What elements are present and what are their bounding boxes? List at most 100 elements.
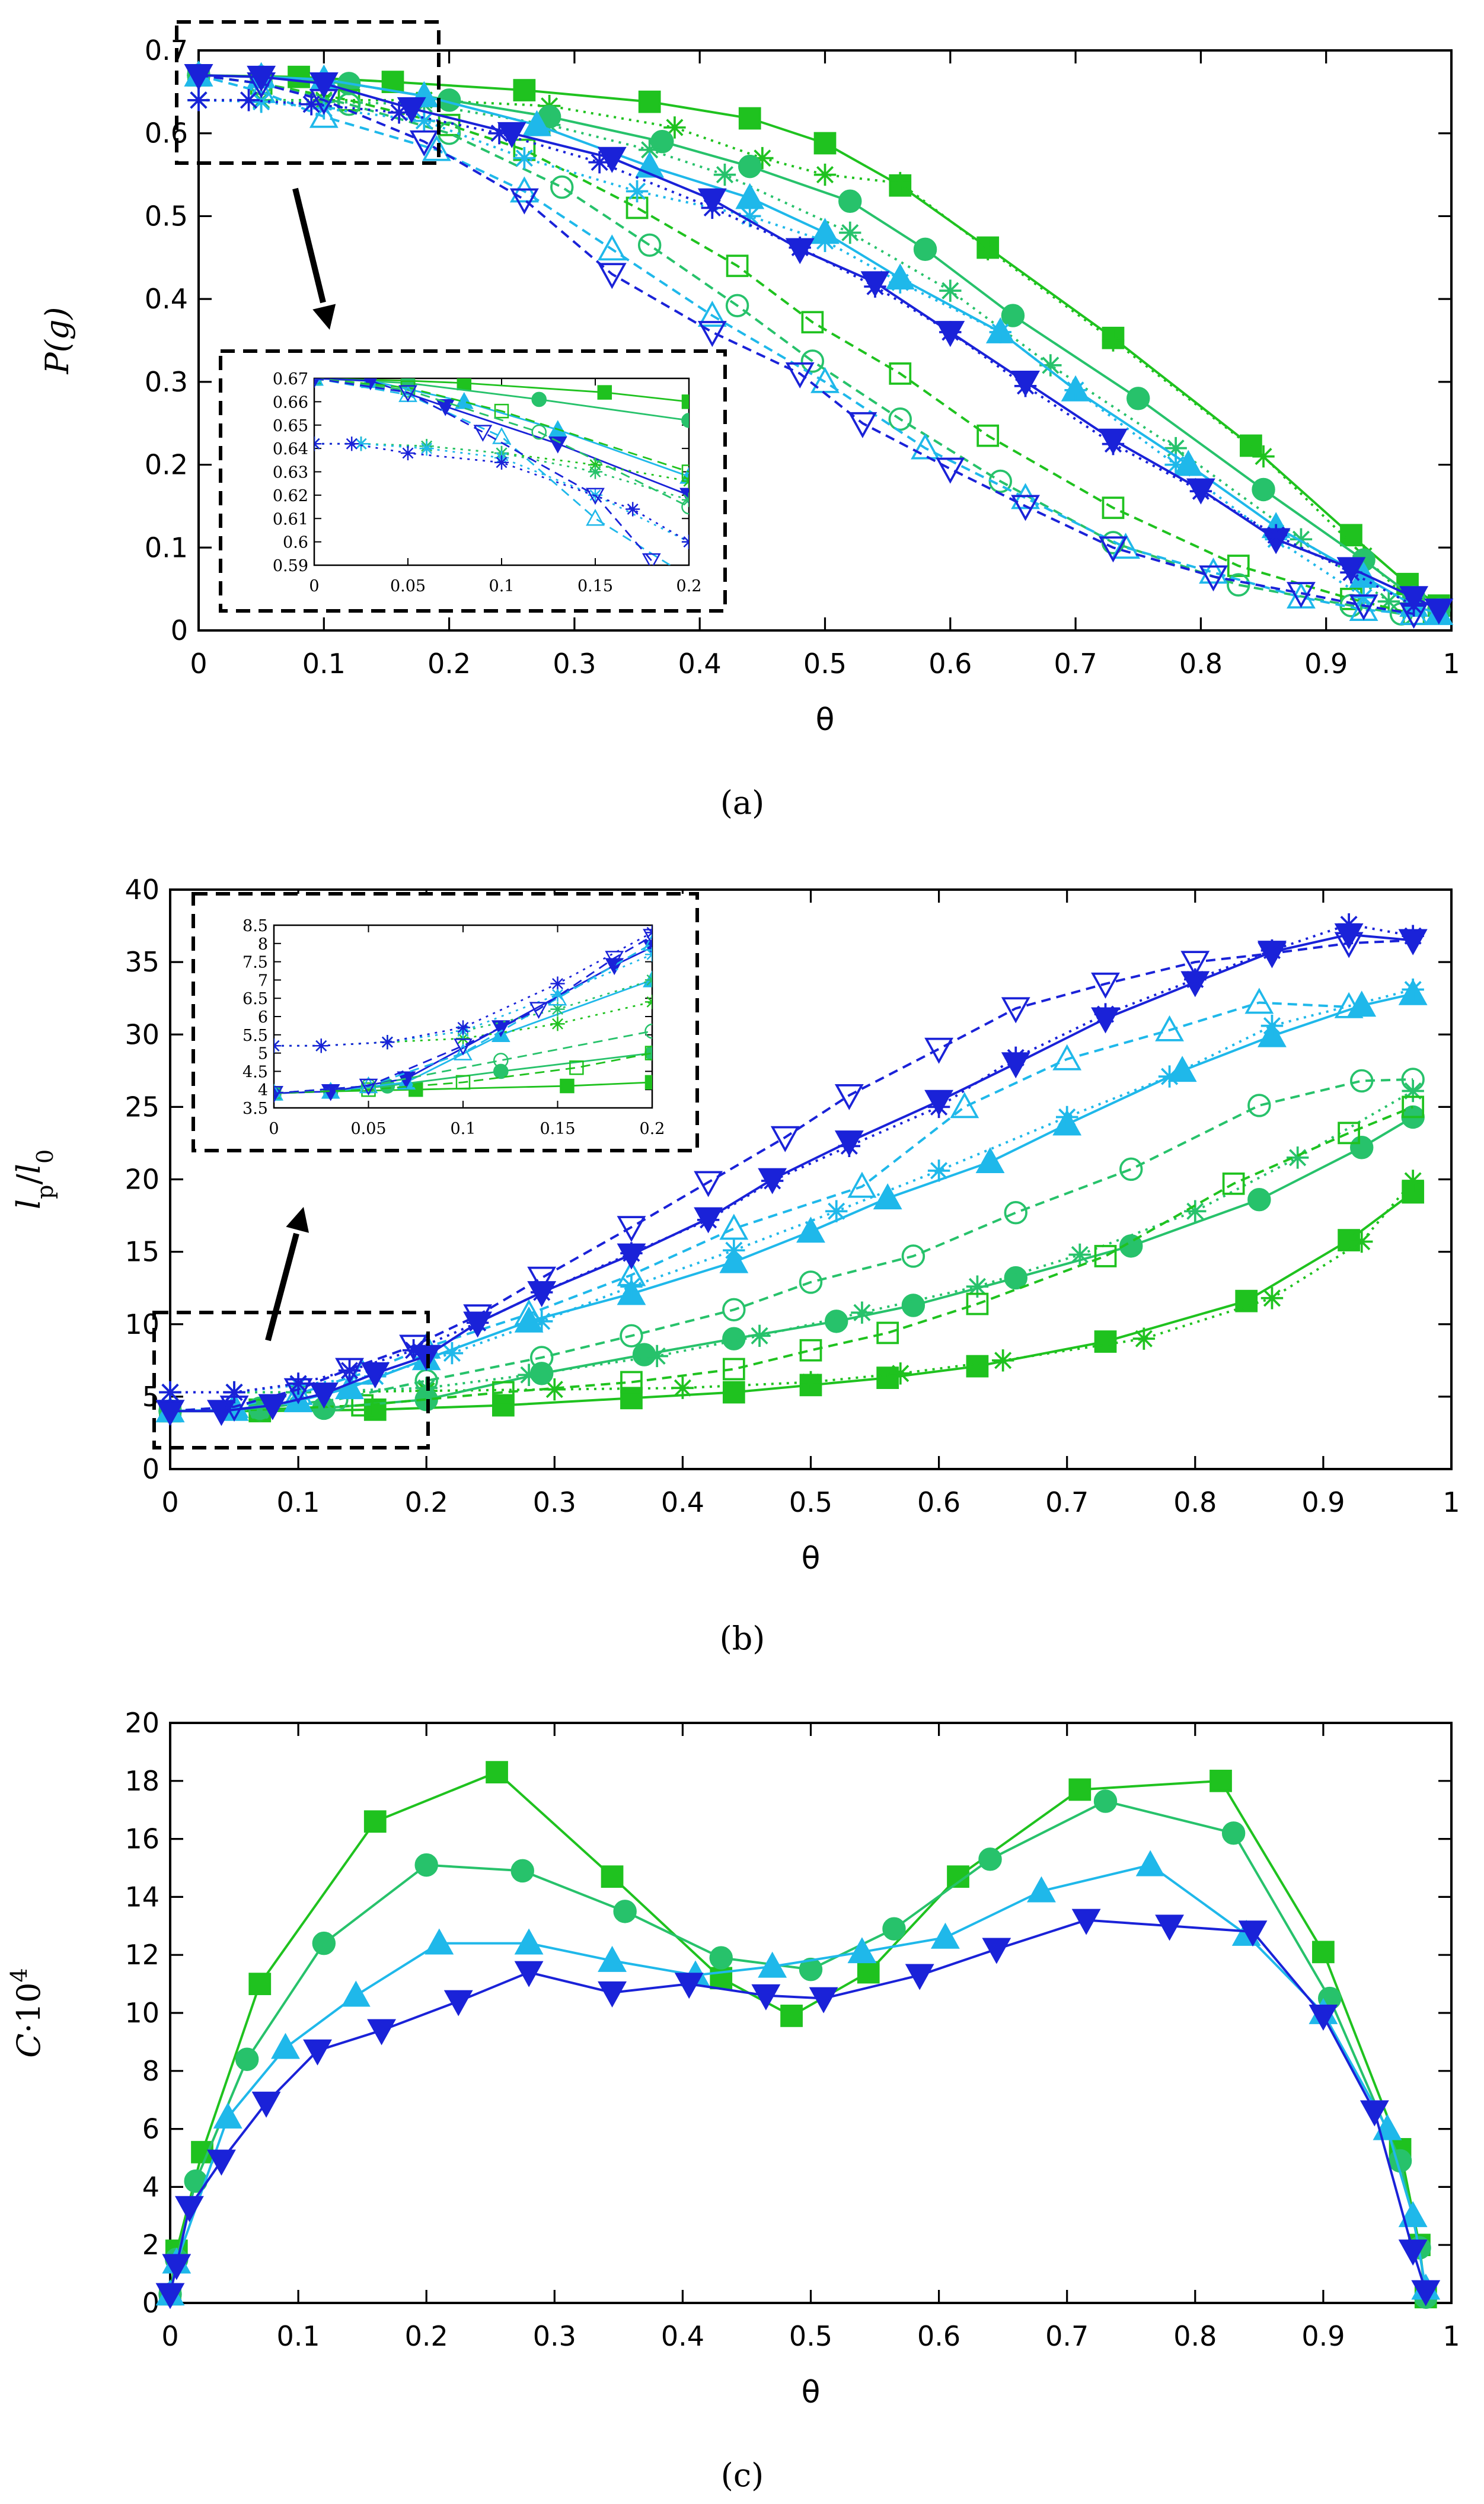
panel-a-series-3-point xyxy=(913,237,937,262)
panel-c-series-1-point xyxy=(1068,1778,1092,1801)
panel-b-series-9-point xyxy=(1155,1015,1185,1041)
panel-b-series-5-point xyxy=(492,1381,515,1404)
panel-b-series-3-point xyxy=(1247,1187,1271,1212)
panel-a-inset-series-2-point xyxy=(531,391,547,407)
panel-a-ylabel: P(g) xyxy=(39,307,76,374)
panel-a-inset-series-12-point xyxy=(642,553,661,565)
panel-c-series-4-point xyxy=(1398,2239,1428,2266)
panel-a-series-6-point xyxy=(888,407,912,431)
panel-b-series-12-point xyxy=(399,1334,429,1361)
panel-c-xlabel: θ xyxy=(802,2375,821,2410)
panel-a-series-11-point xyxy=(1265,524,1287,547)
panel-b-inset-xtick-label: 0.1 xyxy=(451,1120,476,1138)
panel-c-series-4-point xyxy=(1238,1920,1268,1947)
panel-b-series-7-point xyxy=(796,1216,825,1243)
panel-c-xtick-label: 0.2 xyxy=(405,2320,448,2352)
panel-b-series-1-point xyxy=(966,1355,989,1378)
panel-c-series-2-point xyxy=(978,1847,1002,1871)
panel-c-series-1-point xyxy=(248,1973,272,1995)
panel-a-series-2-point xyxy=(813,163,837,186)
panel-b-series-9-point xyxy=(847,1171,877,1198)
panel-b-inset-ytick-label: 5.5 xyxy=(242,1027,268,1045)
panel-b-inset-series-11-point xyxy=(359,1076,378,1094)
panel-a-series-11-point xyxy=(1340,561,1362,584)
panel-a-series-12-point xyxy=(936,457,965,484)
panel-a-xtick-label: 0.8 xyxy=(1179,648,1223,680)
panel-a-inset-series-10-point xyxy=(531,424,547,440)
panel-b-series-11-point xyxy=(620,1242,643,1264)
panel-c-xtick-label: 0.4 xyxy=(661,2320,704,2352)
panel-a-series-1-point xyxy=(813,132,837,155)
panel-a-inset-series-12-point xyxy=(398,385,417,402)
panel-a-xtick-label: 0.2 xyxy=(427,648,471,680)
panel-c-series-1-point xyxy=(1312,1941,1335,1964)
panel-a-inset-series-1-point xyxy=(597,385,612,400)
panel-b-series-4-point xyxy=(966,1275,989,1298)
panel-a-inset-series-4 xyxy=(314,378,689,505)
panel-c-series-3-point xyxy=(847,1937,877,1964)
panel-b-series-6-point xyxy=(1119,1157,1143,1181)
panel-a-series-10-point xyxy=(1424,598,1454,625)
panel-a-series-11-point xyxy=(187,89,210,111)
panel-a-series-11-point xyxy=(789,236,811,259)
panel-a-inset-series-9-line xyxy=(314,378,689,473)
panel-c-ytick-label: 18 xyxy=(125,1765,159,1797)
panel-b-series-1-point xyxy=(876,1366,899,1389)
panel-b-series-12-point xyxy=(1258,942,1287,969)
panel-c-series-2-point xyxy=(1221,1821,1246,1845)
panel-a-series-5-point xyxy=(801,311,824,334)
panel-a-inset-ytick-label: 0.6 xyxy=(283,534,308,552)
panel-a-series-6-point xyxy=(337,93,361,116)
panel-a-series-9-point xyxy=(309,101,339,128)
panel-b-series-12-point xyxy=(335,1358,364,1384)
panel-a-ytick-label: 0.4 xyxy=(145,283,188,315)
panel-b-series-7-point xyxy=(514,1306,544,1333)
panel-b-series-11-point xyxy=(159,1381,181,1404)
panel-a-series-11-point xyxy=(1189,480,1212,502)
panel-a-inset-xtick-label: 0.1 xyxy=(489,577,515,595)
panel-b-xtick-label: 0.6 xyxy=(917,1486,960,1518)
panel-a-inset-series-12 xyxy=(314,378,661,565)
panel-a-inset-xtick-label: 0 xyxy=(309,577,319,595)
panel-a-inset-ytick-label: 0.62 xyxy=(273,487,308,505)
panel-c-series-1-line xyxy=(169,1771,1427,2298)
panel-c-series-4-line xyxy=(169,1919,1427,2295)
panel-b-series-11-point xyxy=(287,1372,309,1395)
panel-b-series-4-point xyxy=(1068,1243,1092,1266)
panel-b-series-1-point xyxy=(492,1394,515,1417)
panel-a-series-4-point xyxy=(713,163,736,186)
panel-b-inset-series-8-point xyxy=(550,976,565,991)
panel-c-series-2-point xyxy=(1093,1789,1118,1813)
panel-b-series-11-point xyxy=(1004,1046,1027,1069)
panel-b-inset-ytick-label: 6.5 xyxy=(242,990,268,1008)
panel-a-inset-series-8-point xyxy=(625,502,640,517)
panel-a-ytick-label: 0.5 xyxy=(145,200,188,232)
panel-b-series-8-point xyxy=(530,1310,553,1333)
panel-a-xtick-label: 0.5 xyxy=(803,648,847,680)
panel-a-inset-series-9-point xyxy=(681,464,689,479)
panel-b-series-12-point xyxy=(834,1084,864,1110)
panel-a-inset-series-4-point xyxy=(548,437,567,454)
panel-c-series-3-point xyxy=(1398,2201,1428,2228)
panel-a-series-4-point xyxy=(1377,590,1400,613)
panel-b-series-2-point xyxy=(1132,1327,1156,1350)
panel-b-series-6-point xyxy=(1247,1094,1271,1117)
panel-b-inset-series-9-point xyxy=(455,1075,471,1090)
panel-b-inset-series-9-point xyxy=(569,1060,584,1075)
panel-b-series-12 xyxy=(155,929,1428,1426)
panel-b-plot: 0 0.1 0.2 0.3 0.4 0.5 0.6 0.7 0.8 0.9 105101520253… xyxy=(10,874,1460,1576)
panel-b-series-2-point xyxy=(799,1371,822,1394)
panel-a-series-12-point xyxy=(509,188,539,215)
panel-a-inset-series-12-line xyxy=(314,378,652,562)
panel-b-series-5-line xyxy=(170,1106,1413,1413)
panel-a-inset-series-11-point xyxy=(586,508,605,526)
panel-a-series-8-point xyxy=(312,97,335,120)
panel-a-series-12-line xyxy=(198,74,1414,616)
panel-c-series-4-point xyxy=(1309,2005,1338,2031)
panel-b-xlabel: θ xyxy=(802,1541,821,1576)
panel-c-series-3-point xyxy=(930,1922,960,1949)
panel-a-inset-series-8-point xyxy=(400,445,416,461)
panel-a-series-1-point xyxy=(1240,434,1262,457)
panel-b-series-6-point xyxy=(901,1244,925,1268)
panel-b-series-11 xyxy=(159,913,1424,1404)
